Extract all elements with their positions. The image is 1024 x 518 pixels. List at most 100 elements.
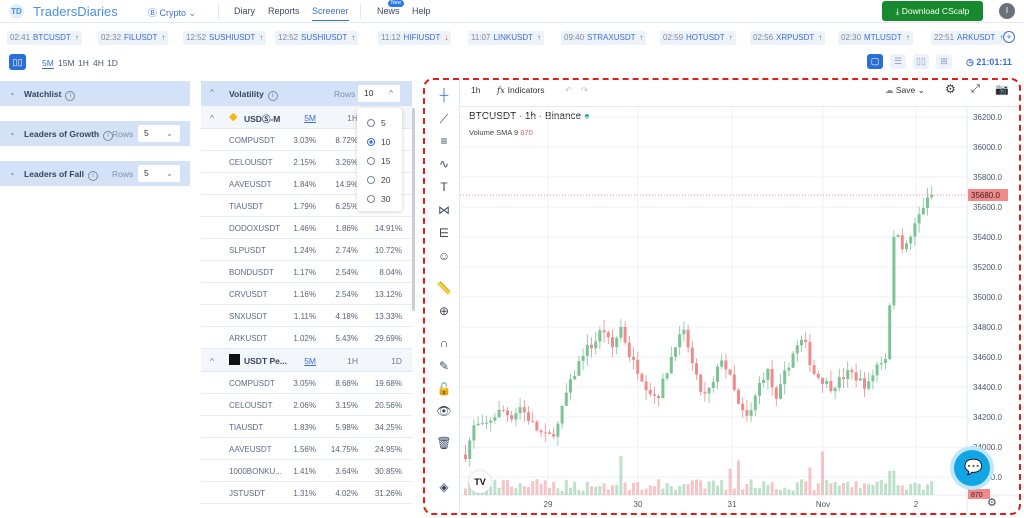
ruler-icon[interactable]: 📏 xyxy=(436,281,452,295)
download-cscalp-button[interactable]: ⤓ Download CScalp xyxy=(882,1,983,21)
ticker-chip[interactable]: 02:41 BTCUSDT ↑ xyxy=(7,31,82,45)
fullscreen-icon[interactable]: ⤢ xyxy=(971,83,980,95)
table-row[interactable]: 1000BONKU... 1.41% 3.64% 30.85% xyxy=(201,460,412,482)
layout-toggle-button[interactable]: ▯▯ xyxy=(9,54,26,70)
camera-icon[interactable]: 📷 xyxy=(995,84,1009,96)
tradingview-logo[interactable]: TV xyxy=(469,471,491,493)
trash-icon[interactable]: 🗑 xyxy=(436,436,452,450)
nav-news[interactable]: News xyxy=(377,6,400,16)
table-row[interactable]: COMPUSDT 3.05% 8.68% 19.68% xyxy=(201,372,412,394)
table-row[interactable]: CRVUSDT 1.16% 2.54% 13.12% xyxy=(201,283,412,305)
lock-drawing-icon[interactable]: ✎ xyxy=(438,359,450,373)
rows-option[interactable]: 15 xyxy=(367,156,390,166)
sort-column-tab[interactable]: 1H xyxy=(347,356,358,366)
table-row[interactable]: AAVEUSDT 1.84% 14.9% xyxy=(201,173,412,195)
price-chart[interactable]: 36200.0 36000.0 35800.0 35600.0 35400.0 35200… xyxy=(460,107,1021,515)
info-icon[interactable]: i xyxy=(88,171,98,181)
rows-select[interactable]: 5 ⌄ xyxy=(138,165,180,182)
table-row[interactable]: CELOUSDT 2.06% 3.15% 20.56% xyxy=(201,394,412,416)
scrollbar[interactable] xyxy=(412,108,415,311)
rows-option[interactable]: 5 xyxy=(367,118,386,128)
ticker-chip[interactable]: 02:30 MTLUSDT ↑ xyxy=(838,31,913,45)
table-row[interactable]: TIAUSDT 1.79% 6.25% xyxy=(201,195,412,217)
table-row[interactable]: COMPUSDT 3.03% 8.72% xyxy=(201,129,412,151)
ticker-chip[interactable]: 02:56 XRPUSDT ↑ xyxy=(750,31,826,45)
leaders-fall-panel-header[interactable]: ⌄ Leaders of Fall i Rows 5 ⌄ xyxy=(0,161,190,186)
lock-icon[interactable]: 🔓 xyxy=(436,382,452,396)
ticker-chip[interactable]: 11:12 HIFIUSDT ↓ xyxy=(378,31,452,45)
layout-grid-button[interactable]: ⊞ xyxy=(936,54,952,69)
radio-icon[interactable] xyxy=(367,138,375,146)
rows-select[interactable]: 5 ⌄ xyxy=(138,125,180,142)
indicators-button[interactable]: fx Indicators xyxy=(497,85,545,96)
info-icon[interactable]: i xyxy=(103,131,114,141)
exchange-group-header[interactable]: ^ USDT Pe... 5M 1H 1D xyxy=(201,349,412,372)
magnet-icon[interactable]: ∩ xyxy=(439,336,449,350)
brand-name[interactable]: TradersDiaries xyxy=(33,4,118,19)
sort-column-tab[interactable]: 1D xyxy=(391,356,402,366)
interval-button[interactable]: 1h xyxy=(471,85,481,95)
add-ticker-icon[interactable]: + xyxy=(1003,31,1015,43)
ticker-chip[interactable]: 12:52 SUSHIUSDT ↑ xyxy=(183,31,267,45)
timeframe-tab-5M[interactable]: 5M xyxy=(42,58,54,69)
redo-icon[interactable]: ↷ xyxy=(581,85,589,95)
table-row[interactable]: TIAUSDT 1.83% 5.98% 34.25% xyxy=(201,416,412,438)
save-button[interactable]: ☁ Save ⌄ xyxy=(885,85,925,95)
fib-icon[interactable]: ⋿ xyxy=(438,226,450,240)
logo-icon[interactable]: TD xyxy=(9,4,24,19)
layers-icon[interactable]: ◈ xyxy=(439,480,449,494)
brush-icon[interactable]: ∿ xyxy=(438,157,450,171)
table-row[interactable]: DODOXUSDT 1.46% 1.86% 14.91% xyxy=(201,217,412,239)
trend-line-icon[interactable]: ⟋ xyxy=(439,112,449,126)
rows-option[interactable]: 30 xyxy=(367,194,390,204)
sort-column-tab[interactable]: 5M xyxy=(304,356,316,366)
radio-icon[interactable] xyxy=(367,176,375,184)
sort-column-tab[interactable]: 5M xyxy=(304,113,316,123)
eye-icon[interactable]: 👁 xyxy=(436,404,452,418)
table-row[interactable]: BONDUSDT 1.17% 2.54% 8.04% xyxy=(201,261,412,283)
info-icon[interactable]: i xyxy=(65,91,76,101)
table-row[interactable]: AAVEUSDT 1.56% 14.75% 24.95% xyxy=(201,438,412,460)
table-row[interactable]: SNXUSDT 1.11% 4.18% 13.33% xyxy=(201,305,412,327)
table-row[interactable]: SLPUSDT 1.24% 2.74% 10.72% xyxy=(201,239,412,261)
timeframe-tab-15M[interactable]: 15M xyxy=(58,58,75,68)
timeframe-tab-1D[interactable]: 1D xyxy=(107,58,118,68)
chat-button[interactable]: 💬 xyxy=(954,450,990,486)
rows-option[interactable]: 20 xyxy=(367,175,390,185)
ticker-chip[interactable]: 11:07 LINKUSDT ↑ xyxy=(468,31,544,45)
radio-icon[interactable] xyxy=(367,119,375,127)
chart-settings-icon[interactable]: ⚙ xyxy=(987,497,997,509)
ticker-chip[interactable]: 02:32 FILUSDT ↑ xyxy=(98,31,169,45)
timeframe-tab-4H[interactable]: 4H xyxy=(93,58,104,68)
emoji-icon[interactable]: ☺ xyxy=(437,249,451,263)
volatility-panel-header[interactable]: ^ Volatility i Rows 10 ^ xyxy=(201,81,412,106)
nav-screener[interactable]: Screener xyxy=(312,6,349,21)
undo-icon[interactable]: ↶ xyxy=(565,85,573,95)
ticker-chip[interactable]: 22:51 ARKUSDT ↑ xyxy=(931,31,1007,45)
text-icon[interactable]: T xyxy=(440,180,448,194)
sort-column-tab[interactable]: 1H xyxy=(347,113,358,123)
nav-diary[interactable]: Diary xyxy=(234,6,256,16)
ticker-chip[interactable]: 12:52 SUSHIUSDT ↑ xyxy=(275,31,359,45)
nav-help[interactable]: Help xyxy=(412,6,431,16)
settings-icon[interactable]: ⚙ xyxy=(945,82,956,96)
info-icon[interactable]: i xyxy=(267,91,278,101)
layout-rows-button[interactable]: ☰ xyxy=(890,54,906,69)
layout-columns-button[interactable]: ▯▯ xyxy=(913,54,929,69)
layout-single-button[interactable]: ▢ xyxy=(867,54,883,69)
timeframe-tab-1H[interactable]: 1H xyxy=(78,58,89,68)
table-row[interactable]: JSTUSDT 1.31% 4.02% 31.26% xyxy=(201,482,412,504)
table-row[interactable]: ARKUSDT 1.02% 5.43% 29.69% xyxy=(201,327,412,349)
crosshair-icon[interactable]: ┼ xyxy=(439,88,449,102)
ticker-chip[interactable]: 09:40 STRAXUSDT ↑ xyxy=(561,31,647,45)
pattern-icon[interactable]: ⋈ xyxy=(438,203,450,217)
nav-reports[interactable]: Reports xyxy=(268,6,300,16)
market-select[interactable]: Ⓑ Crypto ⌄ xyxy=(148,6,196,19)
ticker-chip[interactable]: 02:59 HOTUSDT ↑ xyxy=(660,31,736,45)
watchlist-panel-header[interactable]: ⌄ Watchlist i xyxy=(0,81,190,106)
radio-icon[interactable] xyxy=(367,157,375,165)
leaders-growth-panel-header[interactable]: ⌄ Leaders of Growth i Rows 5 ⌄ xyxy=(0,121,190,146)
radio-icon[interactable] xyxy=(367,195,375,203)
rows-option[interactable]: 10 xyxy=(367,137,390,147)
zoom-in-icon[interactable]: ⊕ xyxy=(438,304,450,318)
